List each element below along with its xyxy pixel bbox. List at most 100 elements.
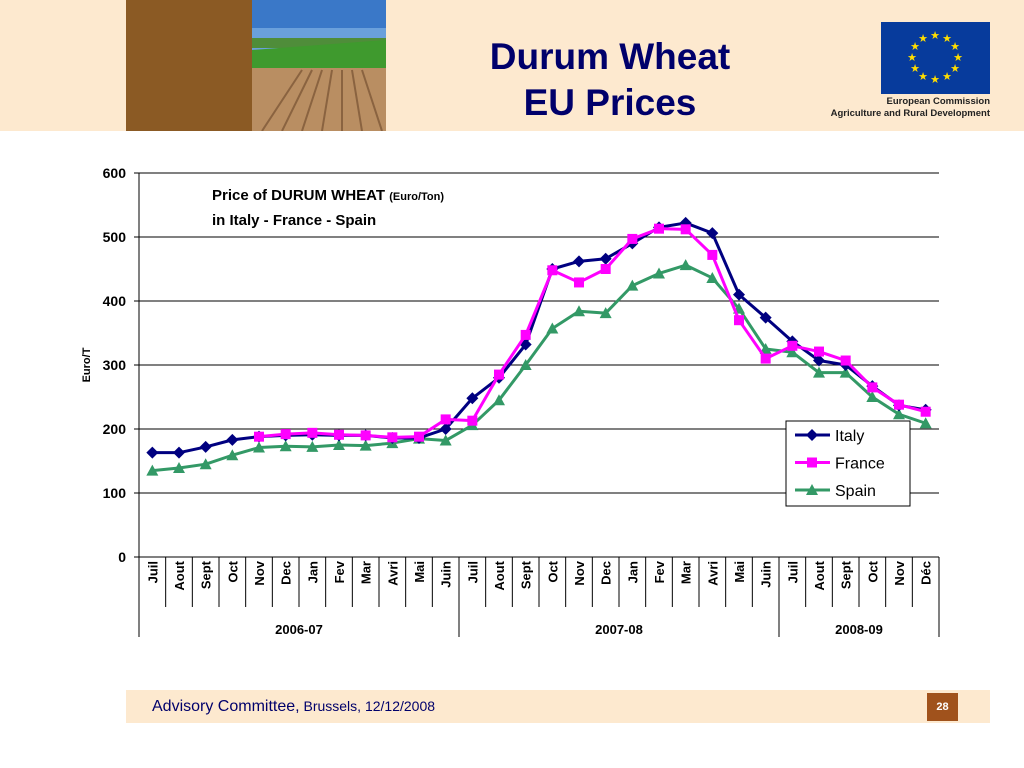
- data-point-spain: [759, 343, 772, 354]
- data-point-spain: [226, 449, 239, 461]
- legend-label-italy: Italy: [835, 428, 864, 445]
- data-point-spain: [919, 417, 932, 429]
- svg-text:★: ★: [910, 40, 920, 53]
- x-tick-label: Fev: [332, 560, 347, 583]
- data-point-france: [387, 432, 398, 443]
- data-point-spain: [626, 279, 639, 291]
- data-point-italy: [706, 227, 719, 240]
- data-point-france: [680, 224, 691, 235]
- x-group-label: 2007-08: [595, 622, 643, 637]
- data-point-italy: [759, 311, 772, 324]
- x-tick-label: Juil: [465, 561, 480, 583]
- data-point-italy: [439, 423, 452, 435]
- y-tick-label: 0: [118, 549, 126, 565]
- x-tick-label: Mar: [679, 561, 694, 584]
- series-line-italy: [152, 221, 926, 455]
- chart-subtitle: in Italy - France - Spain: [212, 212, 376, 229]
- footer-caption: Advisory Committee, Brussels, 12/12/2008: [152, 698, 435, 716]
- svg-text:★: ★: [953, 51, 963, 64]
- data-point-italy: [173, 446, 185, 459]
- data-point-france: [867, 382, 878, 393]
- data-point-spain: [786, 346, 799, 358]
- data-point-france: [547, 265, 558, 276]
- data-point-france: [280, 429, 291, 440]
- data-point-spain: [519, 359, 532, 370]
- chart-title-unit: (Euro/Ton): [389, 191, 444, 203]
- data-point-spain: [333, 439, 345, 450]
- series-spain: [146, 259, 932, 476]
- data-point-france: [894, 399, 904, 410]
- x-tick-label: Sept: [199, 560, 214, 589]
- data-point-italy: [146, 446, 159, 459]
- footer-committee: Advisory Committee,: [152, 698, 300, 715]
- data-point-france: [920, 406, 931, 417]
- data-point-france: [467, 415, 478, 426]
- brown-decorative-block: [126, 0, 252, 131]
- y-tick-label: 200: [103, 421, 127, 437]
- x-tick-label: Dec: [279, 561, 294, 585]
- x-tick-label: Mai: [732, 561, 747, 583]
- page-title: Durum Wheat EU Prices: [430, 34, 790, 126]
- legend-label-france: France: [835, 456, 885, 473]
- x-tick-label: Jan: [625, 561, 640, 583]
- x-tick-label: Aout: [492, 560, 507, 590]
- x-tick-label: Déc: [919, 561, 934, 585]
- svg-text:★: ★: [918, 32, 928, 45]
- x-tick-label: Juil: [785, 561, 800, 583]
- svg-text:★: ★: [950, 62, 960, 75]
- data-point-italy: [813, 354, 825, 367]
- data-point-spain: [866, 391, 879, 402]
- data-point-spain: [813, 366, 825, 378]
- y-tick-label: 100: [103, 485, 127, 501]
- data-point-france: [734, 315, 744, 326]
- data-point-spain: [599, 307, 612, 319]
- data-point-france: [574, 277, 584, 288]
- data-point-spain: [146, 464, 159, 476]
- data-point-france: [787, 340, 798, 351]
- x-tick-label: Aout: [812, 560, 827, 590]
- data-point-spain: [439, 434, 452, 446]
- data-point-italy: [466, 392, 479, 405]
- x-group-label: 2008-09: [835, 622, 883, 637]
- data-point-france: [414, 431, 424, 442]
- y-tick-label: 400: [103, 293, 127, 309]
- legend-label-spain: Spain: [835, 483, 876, 500]
- data-point-france: [360, 430, 371, 441]
- x-tick-label: Oct: [865, 560, 880, 582]
- data-point-france: [307, 427, 318, 438]
- title-line-1: Durum Wheat: [489, 36, 731, 77]
- title-line-2: EU Prices: [523, 82, 697, 123]
- page-number: 28: [927, 693, 958, 721]
- svg-text:★: ★: [942, 70, 952, 83]
- data-point-france: [254, 431, 264, 442]
- durum-price-chart: 0 100 200 300 400 500 600 Juil Aout Sept Oct Nov Dec…: [81, 165, 940, 637]
- x-tick-label: Nov: [252, 560, 267, 585]
- data-point-france: [760, 353, 771, 364]
- svg-text:★: ★: [942, 32, 952, 45]
- x-tick-label: Juin: [759, 561, 774, 588]
- x-tick-label: Juil: [145, 561, 160, 583]
- x-tick-label: Oct: [225, 560, 240, 582]
- x-tick-label: Avri: [385, 561, 400, 586]
- footer-band: [126, 690, 990, 723]
- x-tick-label: Mai: [412, 561, 427, 583]
- data-point-france: [440, 414, 451, 425]
- data-point-france: [627, 233, 638, 244]
- data-point-france: [814, 346, 824, 357]
- legend-marker-italy: [806, 429, 818, 441]
- x-tick-label: Juin: [439, 561, 454, 588]
- series-france: [254, 223, 931, 443]
- data-point-spain: [359, 439, 372, 451]
- svg-text:★: ★: [907, 51, 917, 64]
- data-point-france: [707, 249, 718, 260]
- data-point-italy: [599, 252, 612, 265]
- data-point-spain: [546, 322, 559, 334]
- data-point-spain: [279, 440, 292, 452]
- data-point-france: [494, 369, 504, 380]
- data-point-france: [654, 223, 664, 234]
- data-point-spain: [173, 462, 185, 474]
- org-line-1: European Commission: [886, 96, 990, 107]
- data-point-spain: [706, 271, 719, 283]
- x-tick-label: Mar: [359, 561, 374, 584]
- legend-marker-spain: [806, 484, 818, 495]
